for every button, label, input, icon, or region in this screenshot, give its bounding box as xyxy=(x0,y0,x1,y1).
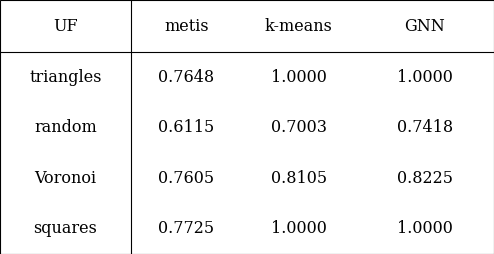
Text: 0.6115: 0.6115 xyxy=(159,119,214,136)
Text: random: random xyxy=(34,119,97,136)
Text: metis: metis xyxy=(164,18,209,35)
Text: 1.0000: 1.0000 xyxy=(271,69,327,86)
Text: 1.0000: 1.0000 xyxy=(397,220,453,237)
Text: 1.0000: 1.0000 xyxy=(397,69,453,86)
Text: 1.0000: 1.0000 xyxy=(271,220,327,237)
Text: k-means: k-means xyxy=(265,18,333,35)
Text: squares: squares xyxy=(34,220,97,237)
Text: 0.7003: 0.7003 xyxy=(271,119,327,136)
Text: 0.8225: 0.8225 xyxy=(397,170,453,187)
Text: 0.7725: 0.7725 xyxy=(159,220,214,237)
Text: Voronoi: Voronoi xyxy=(35,170,96,187)
Text: 0.7605: 0.7605 xyxy=(159,170,214,187)
Text: triangles: triangles xyxy=(29,69,102,86)
Text: 0.8105: 0.8105 xyxy=(271,170,327,187)
Text: GNN: GNN xyxy=(405,18,445,35)
Text: 0.7418: 0.7418 xyxy=(397,119,453,136)
Text: 0.7648: 0.7648 xyxy=(159,69,214,86)
Text: UF: UF xyxy=(53,18,78,35)
